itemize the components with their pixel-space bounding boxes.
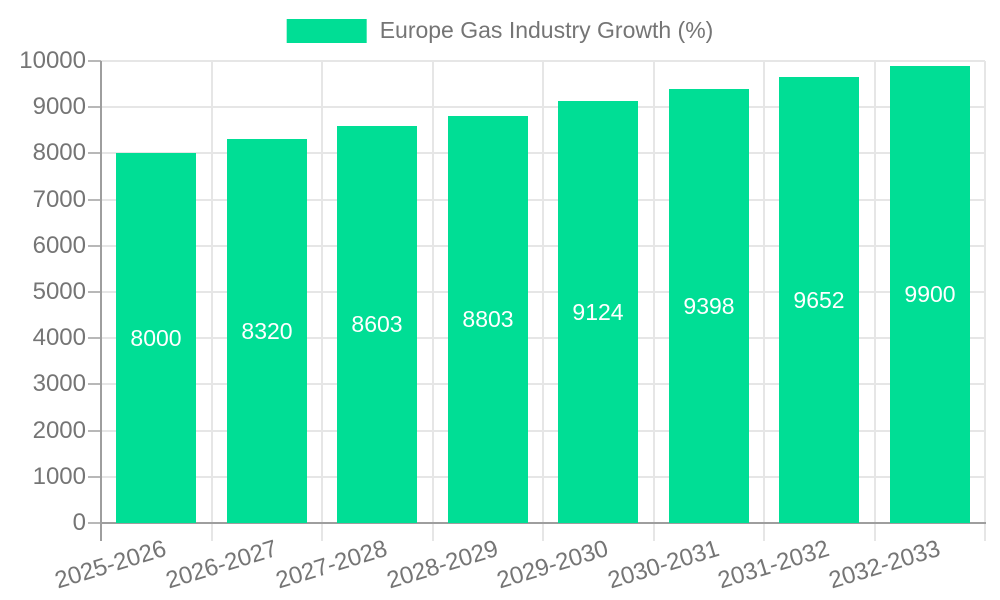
gridline-v: [321, 61, 323, 541]
y-axis-label: 9000: [32, 93, 86, 120]
y-tick: [88, 245, 101, 247]
y-tick: [88, 522, 101, 524]
y-axis-label: 3000: [32, 370, 86, 397]
y-tick: [88, 106, 101, 108]
y-axis-label: 7000: [32, 186, 86, 213]
y-axis-label: 6000: [32, 232, 86, 259]
y-axis-label: 0: [72, 509, 86, 536]
x-axis-label[interactable]: 2027-2028: [272, 535, 391, 595]
gridline-v: [874, 61, 876, 541]
y-tick: [88, 199, 101, 201]
bar[interactable]: 8803: [448, 116, 528, 523]
bar[interactable]: 8320: [227, 139, 307, 523]
gridline-v: [542, 61, 544, 541]
x-axis-line: [100, 522, 986, 524]
gridline-v: [432, 61, 434, 541]
x-axis-label[interactable]: 2028-2029: [383, 535, 502, 595]
bar-value-label: 8803: [462, 306, 514, 332]
x-axis-label[interactable]: 2026-2027: [162, 535, 281, 595]
gridline-v: [653, 61, 655, 541]
bar-value-label: 9398: [683, 292, 735, 319]
y-axis-label: 4000: [32, 324, 86, 351]
bar-value-label: 8320: [241, 317, 293, 344]
x-axis-label[interactable]: 2030-2031: [604, 535, 723, 595]
x-axis-label[interactable]: 2025-2026: [51, 535, 170, 595]
gridline-v: [984, 61, 986, 541]
bar-value-label: 9652: [793, 286, 845, 313]
y-tick: [88, 291, 101, 293]
bar-value-label: 9124: [572, 298, 624, 325]
bar[interactable]: 9124: [558, 101, 638, 523]
x-axis-label[interactable]: 2031-2032: [714, 535, 833, 595]
legend-swatch-icon: [286, 18, 367, 43]
y-axis-label: 2000: [32, 417, 86, 444]
x-axis-label[interactable]: 2029-2030: [493, 535, 612, 595]
gridline-v: [763, 61, 765, 541]
bar-value-label: 9900: [904, 281, 956, 307]
bar-value-label: 8000: [130, 324, 182, 351]
bar[interactable]: 9652: [779, 77, 859, 523]
gridline-v: [211, 61, 213, 541]
y-axis-label: 1000: [32, 463, 86, 490]
y-axis-label: 10000: [19, 47, 86, 74]
bar[interactable]: 8603: [337, 126, 417, 523]
y-tick: [88, 337, 101, 339]
y-tick: [88, 60, 101, 62]
y-tick: [88, 152, 101, 154]
y-axis-label: 5000: [32, 278, 86, 305]
y-tick: [88, 476, 101, 478]
bar[interactable]: 8000: [116, 153, 196, 523]
bar[interactable]: 9398: [669, 89, 749, 523]
y-tick: [88, 430, 101, 432]
y-axis-line: [100, 61, 102, 541]
y-tick: [88, 383, 101, 385]
legend-item[interactable]: Europe Gas Industry Growth (%): [286, 17, 714, 44]
y-axis-label: 8000: [32, 139, 86, 166]
bar-value-label: 8603: [351, 311, 403, 337]
legend-label: Europe Gas Industry Growth (%): [379, 17, 714, 43]
x-axis-label[interactable]: 2032-2033: [825, 535, 944, 595]
bar[interactable]: 9900: [890, 66, 970, 523]
